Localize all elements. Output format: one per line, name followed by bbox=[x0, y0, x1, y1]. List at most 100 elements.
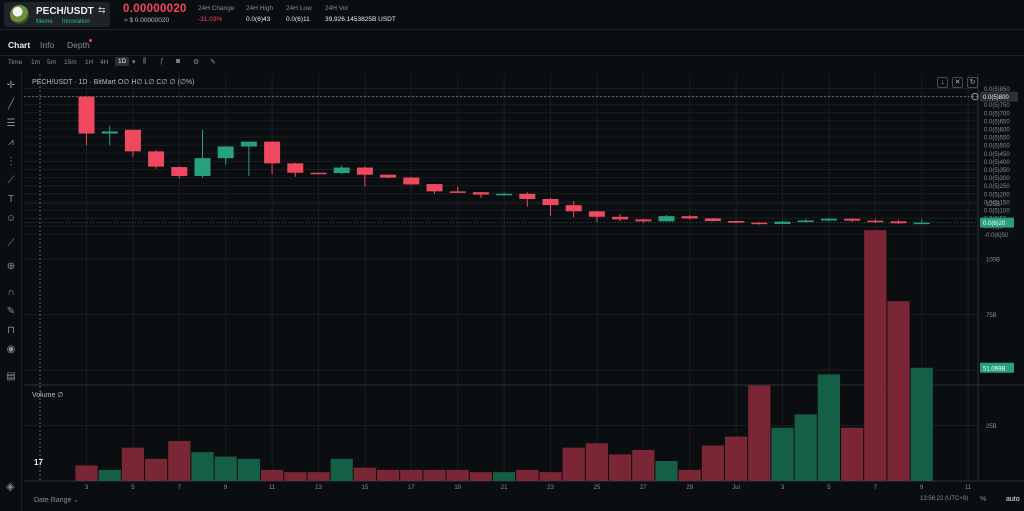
price-axis-label: 0.0(5)450 bbox=[984, 152, 1010, 158]
tradingview-logo[interactable]: 17 bbox=[34, 458, 43, 467]
volume-bar bbox=[516, 469, 539, 481]
draw-icon[interactable]: ✎ bbox=[210, 59, 216, 66]
candle-body bbox=[681, 216, 698, 219]
stat-low-label: 24H Low bbox=[286, 5, 312, 12]
lock-icon[interactable]: ⊓ bbox=[7, 325, 15, 336]
volume-axis-label: 25B bbox=[986, 424, 997, 430]
candle-body bbox=[356, 167, 373, 175]
volume-axis-label: 100B bbox=[986, 258, 1000, 264]
timeframe-1h[interactable]: 1H bbox=[85, 59, 94, 66]
candle-type-icon[interactable]: ⫼ bbox=[143, 58, 147, 65]
auto-toggle[interactable]: auto bbox=[1006, 496, 1020, 503]
percent-toggle[interactable]: % bbox=[980, 496, 987, 503]
volume-bar bbox=[725, 436, 748, 481]
settings-icon[interactable]: ⚙ bbox=[193, 59, 200, 66]
depth-notification-dot bbox=[89, 39, 92, 42]
stat-high-value: 0.0(6)43 bbox=[246, 16, 271, 23]
candle-body bbox=[380, 174, 397, 178]
candle-body bbox=[287, 163, 304, 173]
pair-selector[interactable]: PECH/USDT ⇆ Meme Innovation bbox=[4, 2, 110, 27]
candle-body bbox=[171, 167, 188, 176]
collapse-icon[interactable]: ↓ bbox=[937, 77, 948, 88]
magnet-icon[interactable]: ∩ bbox=[7, 287, 15, 298]
price-axis-label: 0.0(5)750 bbox=[984, 103, 1010, 109]
pattern-icon[interactable]: ⩘ bbox=[8, 137, 14, 148]
screenshot-icon[interactable]: ◙ bbox=[176, 58, 181, 65]
lock-drawings-icon[interactable]: ✎ bbox=[6, 306, 16, 317]
volume-bar bbox=[701, 445, 724, 481]
time-axis-label: 13 bbox=[315, 485, 322, 491]
crosshair-icon[interactable]: ✛ bbox=[6, 80, 16, 91]
timeframe-time[interactable]: Time bbox=[8, 59, 23, 66]
timeframe-4h[interactable]: 4H bbox=[100, 59, 109, 66]
layers-icon[interactable]: ◈ bbox=[6, 481, 15, 493]
volume-bar bbox=[307, 472, 330, 481]
zoom-in-icon[interactable]: ⊕ bbox=[6, 261, 16, 272]
fib-icon[interactable]: ⋮ bbox=[6, 156, 16, 167]
timeframe-1m[interactable]: 1m bbox=[31, 59, 41, 66]
price-axis-label: 0.0(5)150 bbox=[984, 200, 1010, 206]
clock: 13:56:22 (UTC+9) bbox=[920, 496, 969, 502]
tab-chart[interactable]: Chart bbox=[8, 40, 31, 50]
candle-body bbox=[913, 222, 930, 225]
indicators-icon[interactable]: ƒ bbox=[160, 58, 164, 65]
ruler-icon[interactable]: ⟋ bbox=[7, 238, 15, 249]
tag-meme[interactable]: Meme bbox=[36, 19, 53, 25]
brush-icon[interactable]: ⟋ bbox=[7, 175, 15, 186]
candle-body bbox=[333, 167, 350, 174]
volume-bar bbox=[678, 469, 701, 481]
text-icon[interactable]: T bbox=[7, 194, 15, 205]
volume-bar bbox=[585, 443, 608, 481]
time-axis-label: 11 bbox=[965, 485, 972, 491]
volume-bar bbox=[75, 465, 98, 481]
volume-bar bbox=[284, 472, 307, 481]
timeframe-1d[interactable]: 1D bbox=[115, 57, 130, 66]
timeframe-5m[interactable]: 5m bbox=[47, 59, 57, 66]
token-avatar bbox=[10, 5, 29, 24]
time-axis-label: 11 bbox=[269, 485, 276, 491]
volume-bar bbox=[168, 441, 191, 481]
time-axis-label: 21 bbox=[501, 485, 508, 491]
candle-body bbox=[310, 172, 327, 175]
volume-bar bbox=[493, 472, 516, 481]
trendline-icon[interactable]: ╱ bbox=[7, 99, 15, 110]
candle-body bbox=[751, 222, 768, 225]
candle-body bbox=[148, 151, 165, 167]
tag-innovation[interactable]: Innovation bbox=[62, 19, 90, 25]
volume-bar bbox=[330, 458, 353, 481]
date-range-button[interactable]: Date Range ⌄ bbox=[34, 497, 80, 504]
chart-toolbar: Time 1m 5m 15m 1H 4H 1D ▾ ⫼ ƒ ◙ ⚙ ✎ bbox=[0, 56, 1024, 72]
chart-legend: PECH/USDT · 1D · BitMart O∅ H∅ L∅ C∅ ∅ (… bbox=[32, 79, 195, 86]
time-axis-label: 9 bbox=[920, 485, 924, 491]
volume-bar bbox=[400, 469, 423, 481]
candle-body bbox=[867, 220, 884, 223]
timeframe-15m[interactable]: 15m bbox=[64, 59, 77, 66]
tab-info[interactable]: Info bbox=[40, 40, 55, 50]
volume-bar bbox=[887, 301, 910, 481]
swap-pair-icon[interactable]: ⇆ bbox=[98, 5, 106, 15]
dropdown-caret-icon[interactable]: ▾ bbox=[132, 59, 136, 66]
candle-body bbox=[519, 193, 536, 199]
volume-bar bbox=[423, 469, 446, 481]
volume-bar bbox=[145, 458, 168, 481]
candle-body bbox=[542, 198, 559, 206]
price-axis-label: 0.0(5)700 bbox=[984, 111, 1010, 117]
candle-body bbox=[426, 184, 443, 192]
candle-body bbox=[217, 146, 234, 159]
fullscreen-icon[interactable]: ✕ bbox=[952, 77, 963, 88]
volume-bar bbox=[794, 414, 817, 481]
horizontal-lines-icon[interactable]: ☰ bbox=[6, 118, 16, 129]
eye-icon[interactable]: ◉ bbox=[6, 344, 16, 355]
reset-icon[interactable]: ↻ bbox=[967, 77, 978, 88]
crosshair-price-tag bbox=[980, 91, 1018, 102]
trash-icon[interactable]: ▤ bbox=[6, 371, 16, 382]
volume-bar bbox=[748, 385, 771, 481]
candle-body bbox=[449, 191, 466, 193]
price-axis-label: 0.0(5)400 bbox=[984, 160, 1010, 166]
candle-body bbox=[797, 220, 814, 223]
time-axis-label: 7 bbox=[178, 485, 182, 491]
tab-depth[interactable]: Depth bbox=[67, 40, 90, 50]
volume-bar bbox=[261, 469, 284, 481]
emoji-icon[interactable]: ☺ bbox=[5, 213, 17, 224]
